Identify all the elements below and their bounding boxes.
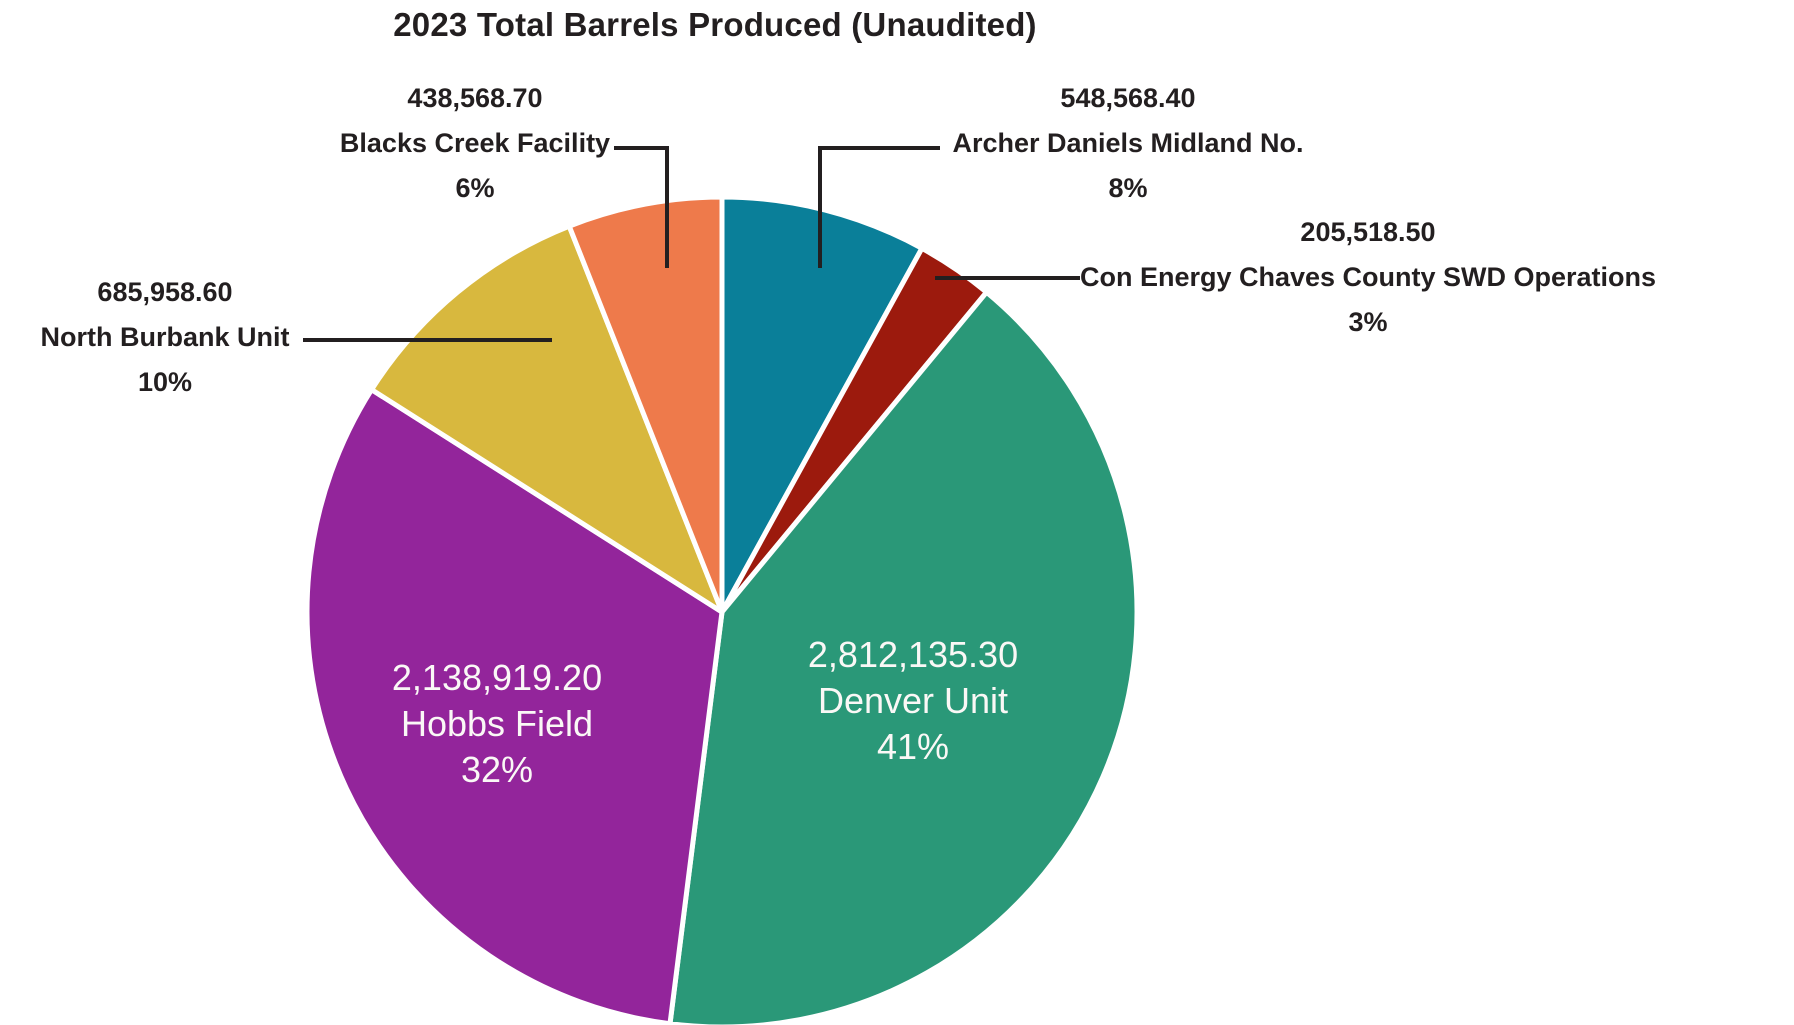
slice-percent: 8% (1108, 173, 1148, 203)
slice-label-hobbs-field: 2,138,919.20 Hobbs Field 32% (392, 655, 602, 793)
slice-name: Denver Unit (817, 680, 1009, 721)
pie-slice-archer-daniels-midland-no (719, 194, 925, 615)
slice-name: North Burbank Unit (40, 322, 290, 352)
pie-slice-north-burbank-unit (369, 223, 725, 615)
slice-name: Archer Daniels Midland No. (952, 128, 1304, 158)
slice-value: 2,138,919.20 (391, 657, 603, 698)
slice-label-denver-unit: 2,812,135.30 Denver Unit 41% (808, 632, 1018, 770)
slice-value: 2,812,135.30 (807, 634, 1019, 675)
chart-title: 2023 Total Barrels Produced (Unaudited) (393, 6, 1037, 43)
slice-value: 205,518.50 (1300, 217, 1436, 247)
leader-line-archer-daniels-midland (818, 146, 940, 268)
slice-callout-north-burbank-unit: 685,958.60 North Burbank Unit 10% (41, 270, 290, 405)
slice-value: 548,568.40 (1060, 83, 1196, 113)
slice-percent: 32% (460, 749, 534, 790)
slice-value: 438,568.70 (407, 83, 543, 113)
slice-percent: 10% (137, 367, 193, 397)
slice-name: Con Energy Chaves County SWD Operations (1079, 262, 1657, 292)
leader-lines (303, 146, 1080, 342)
slice-percent: 3% (1348, 307, 1388, 337)
slice-callout-blacks-creek-facility: 438,568.70 Blacks Creek Facility 6% (340, 76, 610, 211)
pie-slice-blacks-creek-facility (566, 194, 725, 615)
pie-slices (304, 194, 1140, 1025)
slice-percent: 6% (455, 173, 495, 203)
leader-line-blacks-creek-facility (614, 146, 669, 268)
pie-slice-denver-unit (667, 289, 1140, 1025)
slice-value: 685,958.60 (97, 277, 233, 307)
slice-percent: 41% (876, 726, 950, 767)
slice-callout-con-energy-chaves-swd: 205,518.50 Con Energy Chaves County SWD … (1080, 210, 1656, 345)
slice-name: Blacks Creek Facility (339, 128, 611, 158)
slice-name: Hobbs Field (400, 703, 594, 744)
slice-callout-archer-daniels-midland: 548,568.40 Archer Daniels Midland No. 8% (952, 76, 1303, 211)
